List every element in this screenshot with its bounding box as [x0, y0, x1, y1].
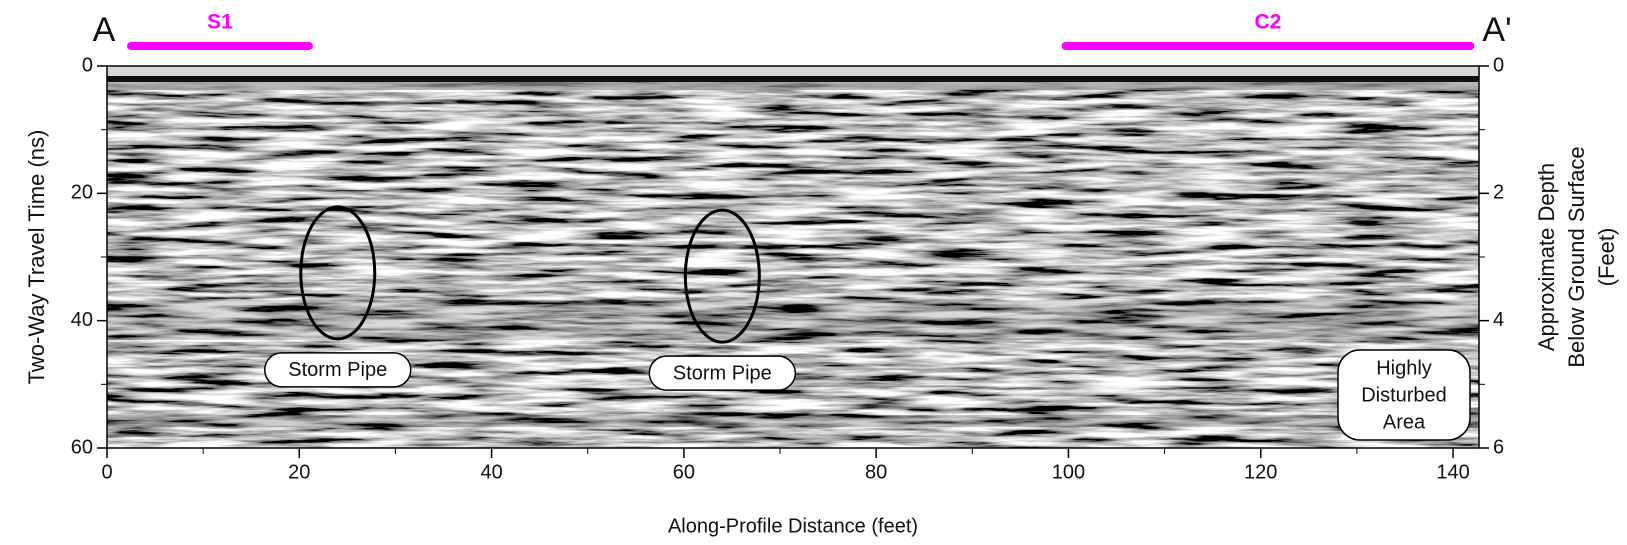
- radargram: [107, 66, 1479, 448]
- x-tick-label: 80: [865, 461, 887, 483]
- x-tick-label: 40: [480, 461, 502, 483]
- x-tick-label: 60: [673, 461, 695, 483]
- feature-label: Storm Pipe: [673, 362, 772, 384]
- y2-tick-label: 0: [1493, 54, 1504, 76]
- label-box: [1337, 349, 1471, 441]
- y2-axis-title: Approximate Depth: [1534, 163, 1559, 351]
- y2-axis-title: Below Ground Surface: [1564, 146, 1589, 367]
- area-annotation: Highly Disturbed Area: [1337, 349, 1471, 441]
- y-tick-label: 40: [71, 309, 93, 331]
- x-tick-label: 20: [288, 461, 310, 483]
- area-label: Highly: [1376, 357, 1432, 379]
- x-tick-label: 140: [1436, 461, 1469, 483]
- y2-tick-label: 2: [1493, 182, 1504, 204]
- area-label: Area: [1383, 411, 1426, 433]
- feature-label: Storm Pipe: [288, 359, 387, 381]
- area-label: Disturbed: [1361, 384, 1447, 406]
- segment-label: S1: [207, 11, 233, 34]
- segment-label: C2: [1255, 11, 1282, 34]
- feature-ellipse: [683, 208, 761, 344]
- y2-axis-title: (Feet): [1594, 228, 1619, 287]
- start-label: A: [93, 11, 116, 49]
- x-tick-label: 0: [101, 461, 112, 483]
- x-tick-label: 100: [1052, 461, 1085, 483]
- y2-tick-label: 4: [1493, 309, 1504, 331]
- feature-ellipse: [299, 205, 377, 341]
- label-box: [263, 352, 412, 388]
- y-tick-label: 60: [71, 436, 93, 458]
- label-box: [648, 355, 797, 391]
- x-tick-label: 120: [1244, 461, 1277, 483]
- y-tick-label: 0: [82, 54, 93, 76]
- end-label: A': [1482, 11, 1511, 49]
- y2-tick-label: 6: [1493, 436, 1504, 458]
- y-axis-title: Two-Way Travel Time (ns): [24, 130, 49, 385]
- x-axis-title: Along-Profile Distance (feet): [668, 515, 918, 537]
- y-tick-label: 20: [71, 182, 93, 204]
